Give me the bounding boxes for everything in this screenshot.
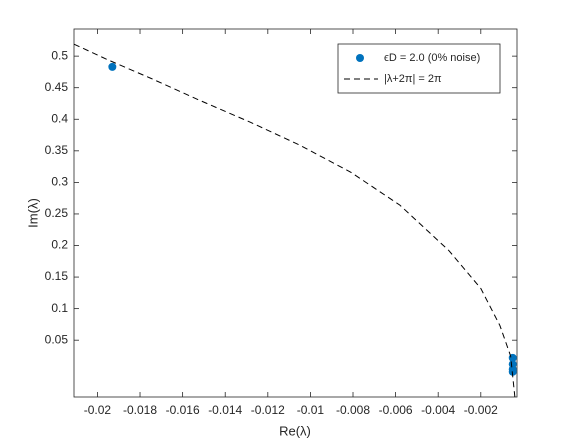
x-tick-label: -0.002 [464, 403, 498, 417]
scatter-point [108, 62, 117, 71]
legend-label: ϵD = 2.0 (0% noise) [384, 52, 480, 64]
y-tick-label: 0.5 [51, 48, 68, 62]
y-tick-label: 0.25 [45, 206, 69, 220]
y-tick-label: 0.3 [51, 175, 68, 189]
legend-marker [356, 54, 364, 62]
y-axis-label: Im(λ) [25, 198, 40, 228]
y-tick-label: 0.05 [45, 332, 69, 346]
y-tick-label: 0.15 [45, 269, 69, 283]
x-tick-label: -0.014 [208, 403, 242, 417]
x-tick-label: -0.02 [84, 403, 112, 417]
x-tick-label: -0.004 [421, 403, 455, 417]
x-tick-label: -0.008 [336, 403, 370, 417]
axes-box [73, 28, 518, 398]
y-tick-label: 0.1 [51, 301, 68, 315]
x-tick-label: -0.006 [379, 403, 413, 417]
y-tick-label: 0.35 [45, 143, 69, 157]
x-tick-label: -0.012 [251, 403, 285, 417]
y-tick-label: 0.2 [51, 238, 68, 252]
x-tick-label: -0.018 [123, 403, 157, 417]
x-tick-label: -0.01 [297, 403, 325, 417]
y-tick-label: 0.4 [51, 111, 68, 125]
y-tick-label: 0.45 [45, 80, 69, 94]
x-axis-label: Re(λ) [279, 423, 311, 438]
legend-box [337, 43, 501, 94]
curve [73, 43, 516, 398]
legend-label: |λ+2π| = 2π [384, 73, 442, 85]
x-tick-label: -0.016 [166, 403, 200, 417]
